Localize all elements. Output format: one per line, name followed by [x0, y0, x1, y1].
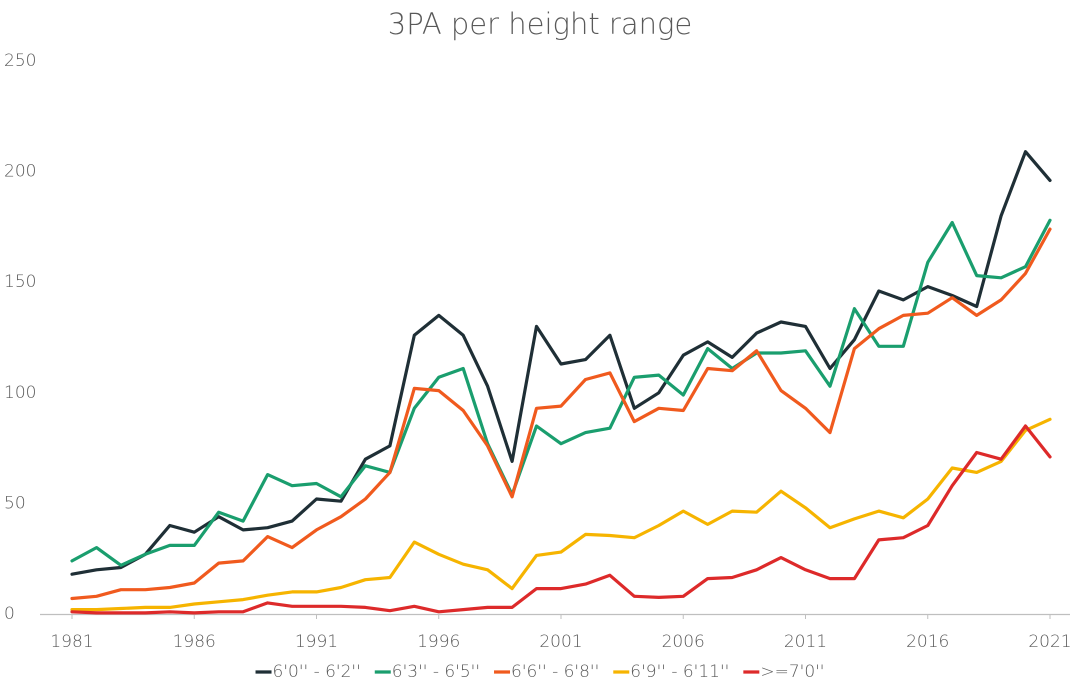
x-tick-label: 2006: [662, 632, 705, 652]
x-tick-label: 2021: [1028, 632, 1071, 652]
x-tick-label: 1981: [50, 632, 93, 652]
series-line: [70, 150, 1052, 576]
y-tick-label: 100: [4, 383, 36, 403]
y-tick-label: 150: [4, 272, 36, 292]
x-tick-label: 1991: [295, 632, 338, 652]
legend-label: >=7'0'': [760, 662, 824, 682]
legend-label: 6'3'' - 6'5'': [392, 662, 480, 682]
x-tick-label: 2001: [539, 632, 582, 652]
chart-title: 3PA per height range: [388, 7, 693, 41]
series-line: [70, 218, 1052, 567]
x-tick-label: 1986: [173, 632, 216, 652]
series-line: [70, 417, 1052, 612]
legend-label: 6'9'' - 6'11'': [630, 662, 729, 682]
legend: 6'0'' - 6'2'' 6'3'' - 6'5'' 6'6'' - 6'8'' 6…: [255, 662, 824, 682]
y-tick-label: 0: [4, 604, 15, 624]
y-tick-label: 250: [4, 51, 36, 71]
legend-label: 6'0'' - 6'2'': [273, 662, 361, 682]
x-tick-label: 2016: [906, 632, 949, 652]
series-line: [70, 424, 1052, 615]
legend-label: 6'6'' - 6'8'': [511, 662, 599, 682]
x-tick-label: 2011: [784, 632, 827, 652]
y-tick-label: 50: [4, 493, 26, 513]
x-tick-label: 1996: [417, 632, 460, 652]
series-line: [70, 227, 1052, 601]
y-tick-label: 200: [4, 162, 36, 182]
